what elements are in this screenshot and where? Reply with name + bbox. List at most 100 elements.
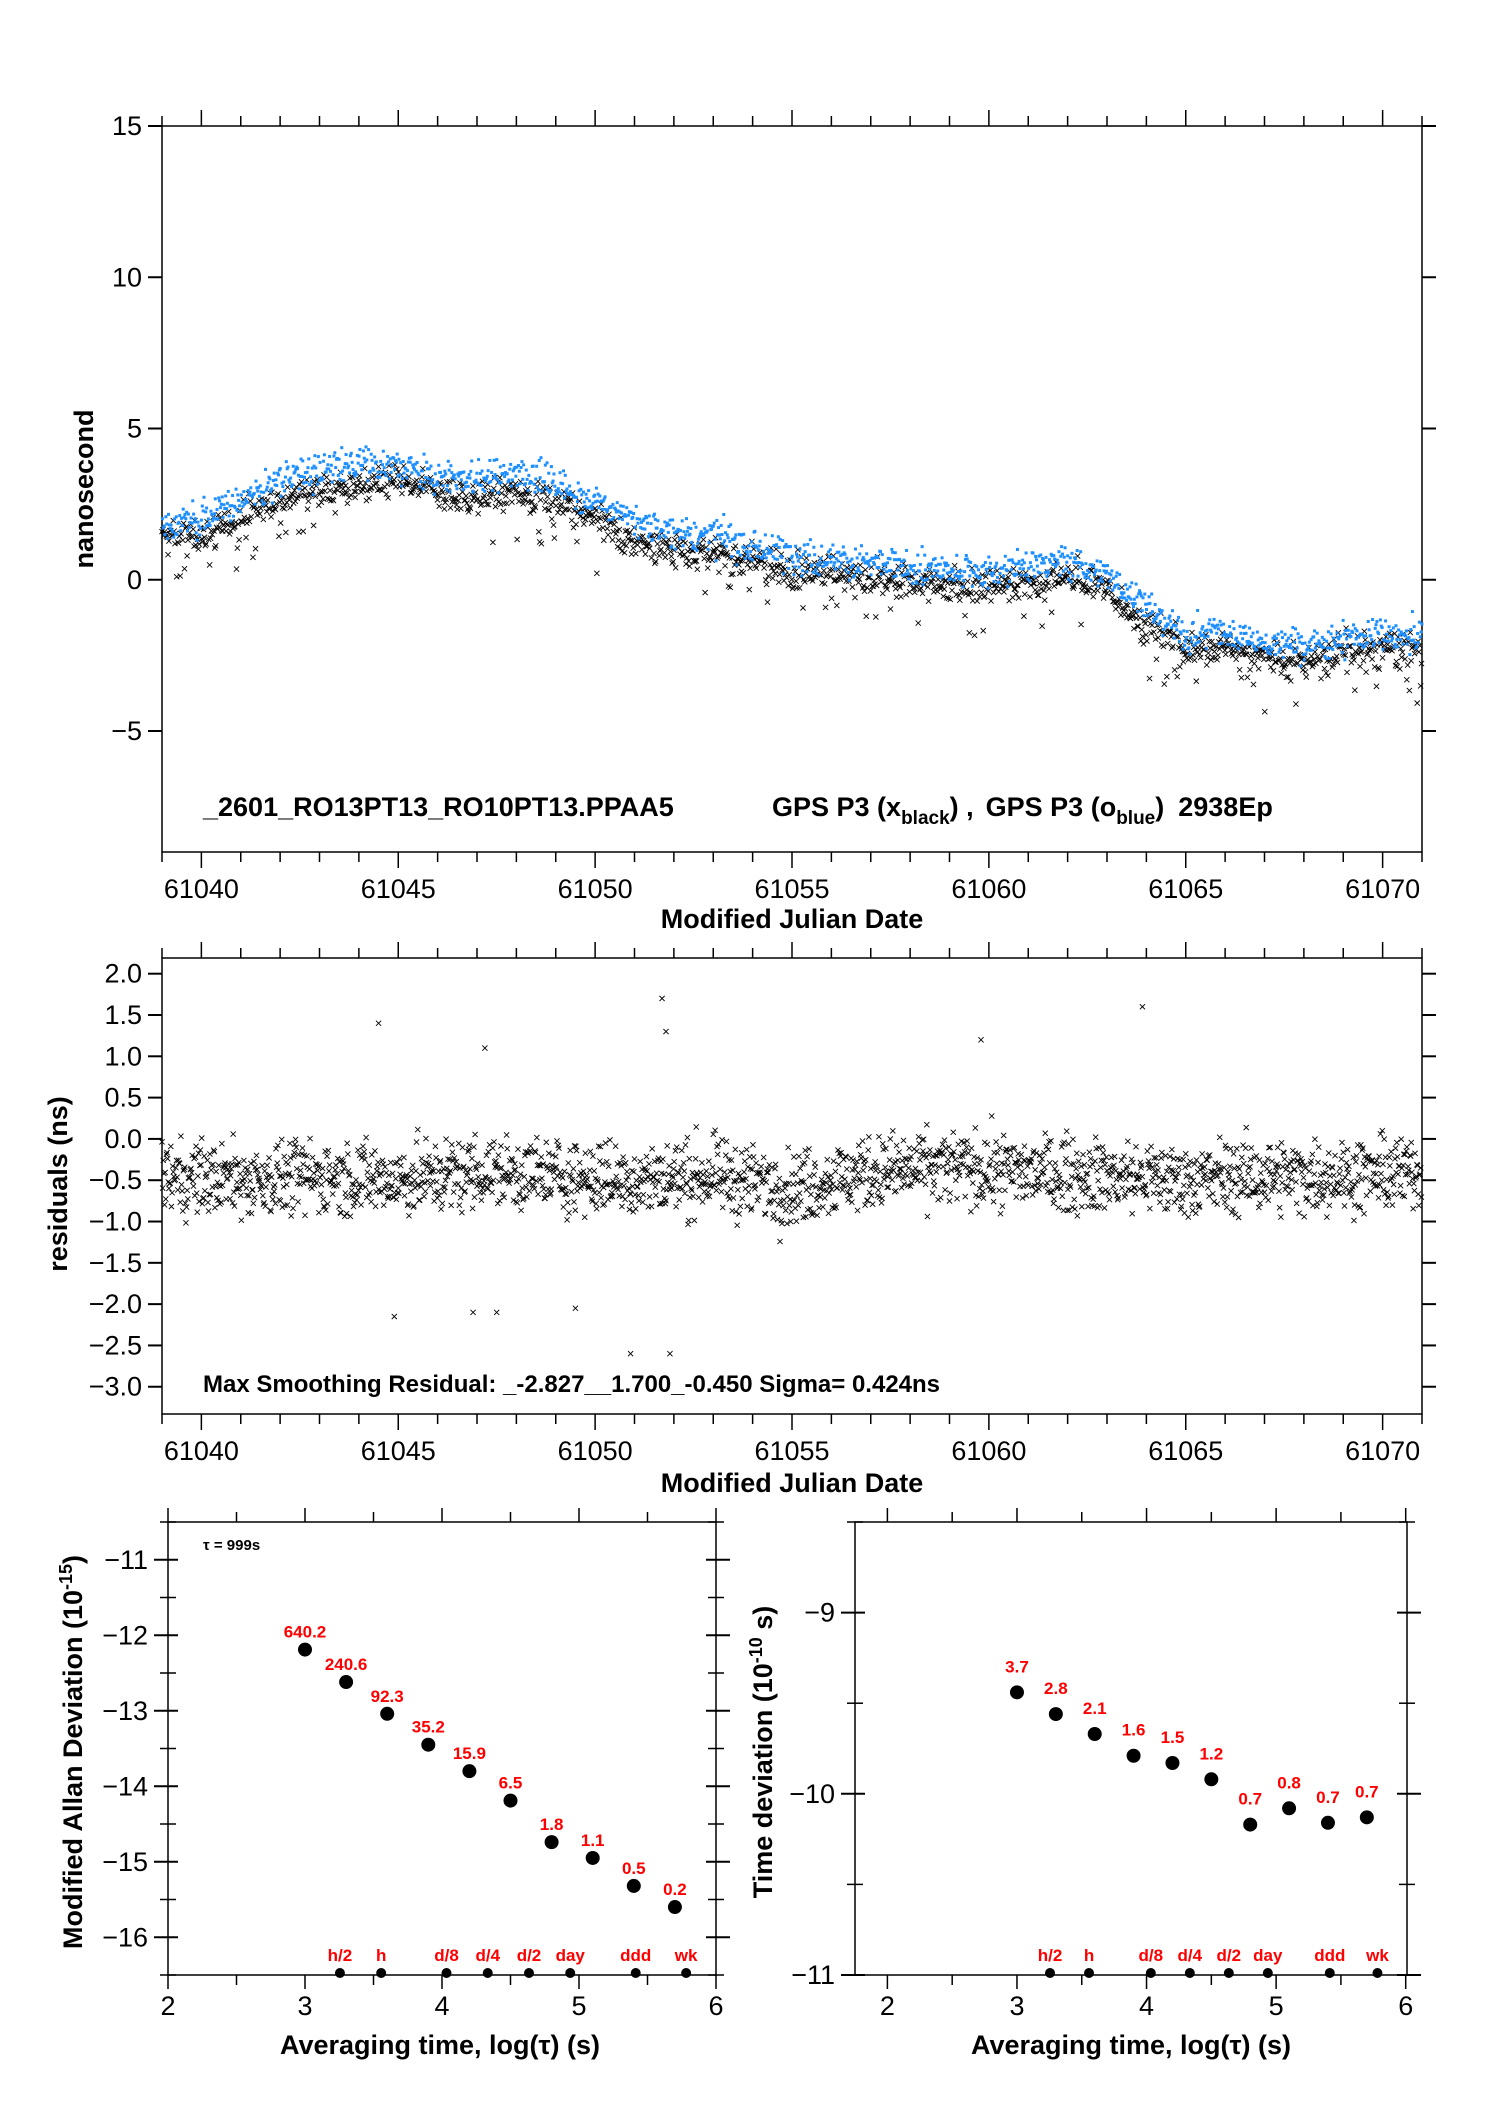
data-point-blue xyxy=(901,563,905,567)
residual-point xyxy=(954,1195,960,1202)
data-point-blue xyxy=(737,532,741,536)
residual-point xyxy=(688,1185,695,1192)
data-point-black xyxy=(478,501,485,507)
data-point-blue xyxy=(602,497,606,501)
y-label-sup: -15 xyxy=(56,1564,76,1590)
data-point-black xyxy=(621,549,628,556)
data-point-blue xyxy=(1228,625,1232,629)
data-point-black xyxy=(1209,654,1216,661)
data-point-black xyxy=(1267,655,1273,662)
residual-point xyxy=(207,1191,214,1198)
data-point-blue xyxy=(229,519,233,523)
data-point-blue xyxy=(1180,620,1184,624)
data-point-black xyxy=(790,583,797,590)
data-point-blue xyxy=(633,532,637,536)
data-point-blue xyxy=(1164,624,1168,628)
data-point-blue xyxy=(1251,631,1255,635)
residual-point xyxy=(1082,1179,1088,1185)
data-point-blue xyxy=(944,564,948,568)
residual-point xyxy=(964,1138,971,1144)
residual-point xyxy=(277,1197,284,1204)
y-tick-label: −3.0 xyxy=(89,1372,142,1402)
residual-point xyxy=(884,1184,891,1191)
data-point-blue xyxy=(461,487,465,491)
residual-point xyxy=(993,1139,1000,1145)
data-point-black xyxy=(373,480,380,487)
data-point-black xyxy=(1254,655,1261,661)
data-point-blue xyxy=(594,500,598,504)
data-point-blue xyxy=(300,475,304,479)
data-point-blue xyxy=(1140,609,1144,613)
data-point-black xyxy=(513,486,520,493)
residual-point xyxy=(941,1137,948,1144)
residual-point xyxy=(935,1163,942,1170)
data-point-blue xyxy=(778,537,782,541)
data-point-blue xyxy=(1157,622,1161,626)
residual-point xyxy=(394,1189,401,1196)
residual-point xyxy=(350,1203,357,1210)
residual-point xyxy=(743,1146,750,1153)
residual-point xyxy=(945,1144,952,1150)
residual-point xyxy=(527,1143,534,1149)
data-point-black xyxy=(287,504,294,511)
residual-point xyxy=(864,1197,871,1204)
data-point-black xyxy=(1034,592,1041,599)
data-point-blue xyxy=(406,469,410,473)
data-point-blue xyxy=(219,502,223,506)
data-point-black xyxy=(434,496,441,503)
data-point-blue xyxy=(516,483,520,487)
data-point-blue xyxy=(1265,646,1269,650)
data-point-black xyxy=(670,558,677,565)
data-point-blue xyxy=(260,499,264,503)
data-point-blue xyxy=(553,484,557,488)
data-point-blue xyxy=(503,475,507,479)
residual-point xyxy=(1182,1150,1189,1157)
data-point-blue xyxy=(1054,565,1058,569)
data-point-blue xyxy=(1287,636,1291,640)
residual-point xyxy=(1075,1158,1082,1165)
data-point-black xyxy=(489,539,496,546)
residual-point xyxy=(1129,1210,1136,1217)
data-point-blue xyxy=(1217,642,1221,646)
data-point-blue xyxy=(380,470,384,474)
residual-point xyxy=(791,1197,798,1203)
residual-point xyxy=(1185,1162,1192,1169)
data-point-blue xyxy=(695,548,699,552)
data-point-blue xyxy=(742,532,746,536)
residual-point xyxy=(665,1171,672,1178)
data-point-blue xyxy=(756,554,760,558)
residual-point xyxy=(1122,1176,1129,1183)
data-point-blue xyxy=(1101,563,1105,567)
residual-point xyxy=(1301,1213,1308,1220)
data-point-black xyxy=(296,481,303,488)
data-point-blue xyxy=(1337,637,1341,641)
data-point-blue xyxy=(716,533,720,537)
residual-point xyxy=(273,1145,279,1152)
data-point-blue xyxy=(865,552,869,556)
data-point-blue xyxy=(363,460,367,464)
residual-point xyxy=(1029,1192,1036,1198)
data-point-blue xyxy=(348,471,352,475)
data-point-blue xyxy=(362,456,366,460)
residual-point xyxy=(696,1183,703,1190)
data-point-blue xyxy=(1317,639,1321,643)
data-point-blue xyxy=(1297,636,1301,640)
residual-point xyxy=(1087,1155,1094,1162)
data-point-black xyxy=(202,542,209,549)
residual-point xyxy=(750,1154,757,1160)
residual-point xyxy=(818,1185,824,1192)
data-point-black xyxy=(962,612,968,619)
data-point-blue xyxy=(254,479,258,483)
residual-point xyxy=(726,1196,733,1202)
data-point-blue xyxy=(234,487,238,491)
residual-point xyxy=(1037,1181,1044,1188)
data-point-blue xyxy=(418,485,422,489)
data-point-blue xyxy=(1313,646,1317,650)
data-point-blue xyxy=(761,555,765,559)
residual-point xyxy=(1281,1156,1288,1163)
data-point-blue xyxy=(762,549,766,553)
data-point-blue xyxy=(888,557,892,561)
residual-point xyxy=(775,1185,782,1192)
data-point-blue xyxy=(477,483,481,487)
residual-point xyxy=(1311,1136,1318,1143)
